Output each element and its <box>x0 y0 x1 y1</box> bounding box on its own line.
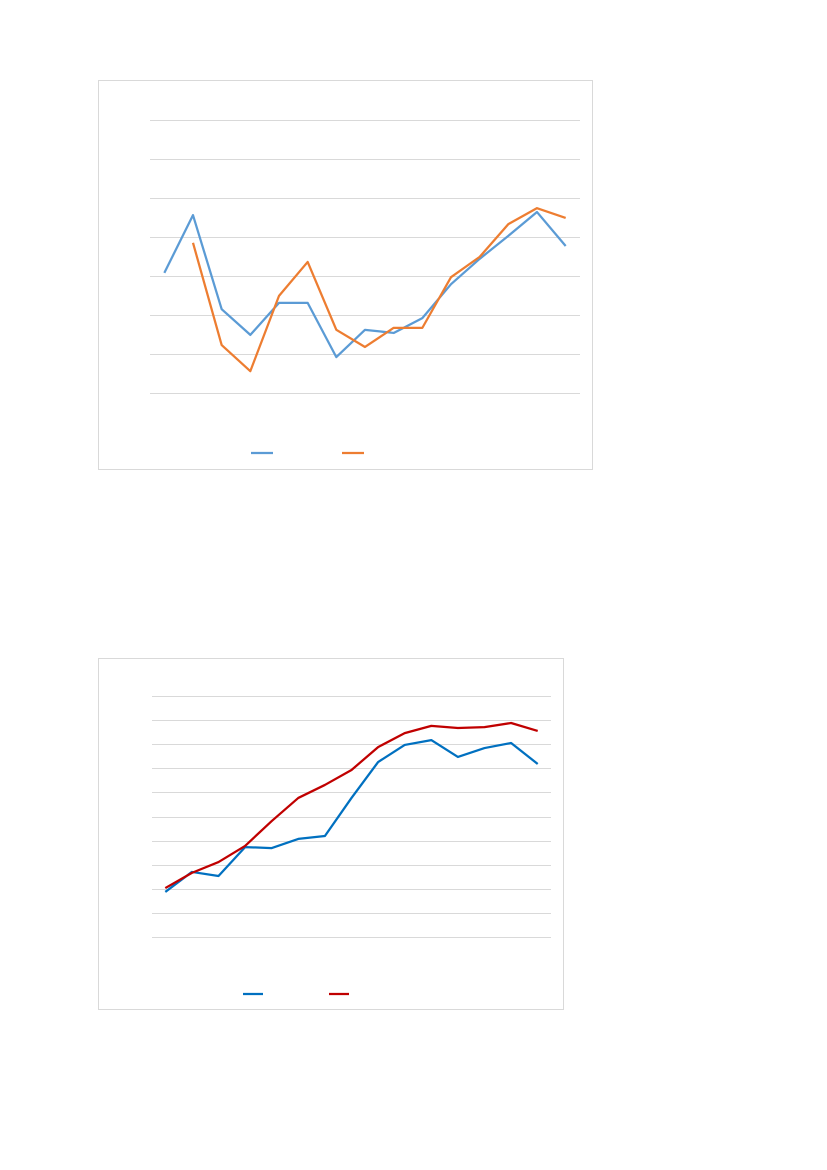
data-line <box>164 721 539 890</box>
data-line <box>163 210 567 359</box>
chart-frame <box>98 658 564 1010</box>
data-line <box>191 207 567 373</box>
chart-frame <box>98 80 593 470</box>
data-line <box>164 738 539 893</box>
